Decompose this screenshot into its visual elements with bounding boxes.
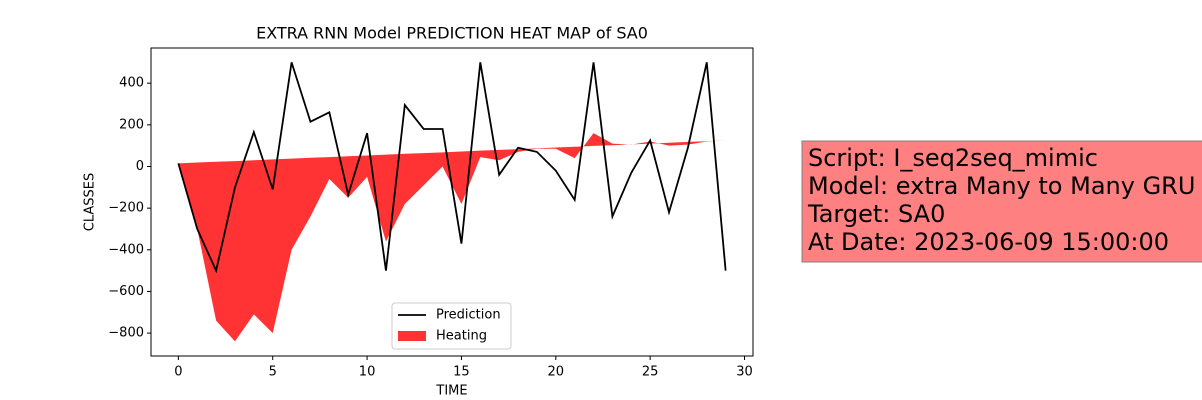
x-tick-label: 15 xyxy=(453,365,470,380)
legend-swatch xyxy=(398,331,426,341)
annotation-line: Model: extra Many to Many GRU xyxy=(808,172,1195,200)
y-axis-label: CLASSES xyxy=(83,173,98,231)
axes-frame xyxy=(150,47,754,357)
y-tick-label: −600 xyxy=(108,284,144,299)
prediction-line xyxy=(177,62,727,274)
x-tick-label: 20 xyxy=(548,365,565,380)
y-tick-label: 200 xyxy=(119,117,144,132)
x-axis-label: TIME xyxy=(435,384,467,399)
x-tick-label: 25 xyxy=(642,365,659,380)
legend-label: Prediction xyxy=(436,308,501,323)
annotation-line: Script: I_seq2seq_mimic xyxy=(808,144,1098,172)
chart-title: EXTRA RNN Model PREDICTION HEAT MAP of S… xyxy=(256,24,648,43)
y-tick-label: −400 xyxy=(108,242,144,257)
y-tick-label: −200 xyxy=(108,201,144,216)
y-tick-label: 0 xyxy=(136,159,144,174)
y-tick-label: −800 xyxy=(108,326,144,341)
x-tick-label: 0 xyxy=(174,365,182,380)
annotation-box xyxy=(801,140,1202,263)
x-tick-label: 30 xyxy=(736,365,753,380)
annotation-line: At Date: 2023-06-09 15:00:00 xyxy=(808,228,1169,256)
legend-label: Heating xyxy=(436,329,487,344)
x-tick-label: 10 xyxy=(359,365,376,380)
x-tick-label: 5 xyxy=(269,365,277,380)
y-tick-label: 400 xyxy=(119,76,144,91)
annotation-line: Target: SA0 xyxy=(807,200,945,228)
heating-band xyxy=(178,133,726,342)
plot-area xyxy=(177,62,727,342)
